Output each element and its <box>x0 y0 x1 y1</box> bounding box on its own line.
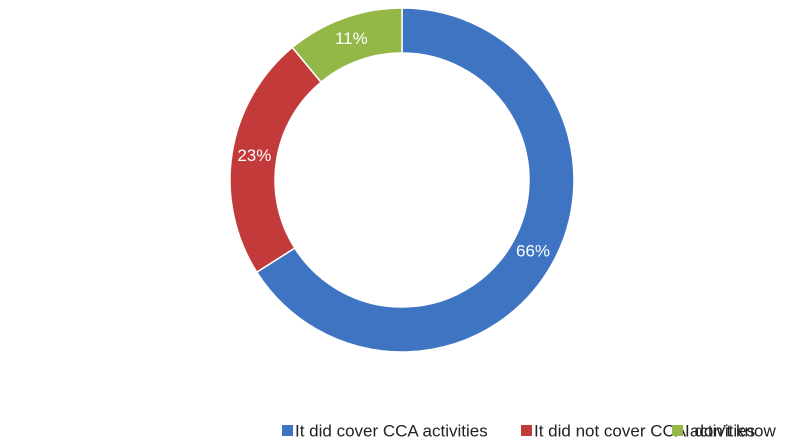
data-label: 23% <box>237 146 271 165</box>
legend-swatch <box>521 425 532 436</box>
legend-swatch <box>672 425 683 436</box>
legend-label: I don’t know <box>685 421 776 440</box>
data-label: 11% <box>335 29 368 48</box>
data-label: 66% <box>516 242 550 261</box>
donut-segment <box>291 7 403 84</box>
legend-label: It did cover CCA activities <box>295 421 488 440</box>
donut-segment <box>255 7 575 353</box>
legend-swatch <box>282 425 293 436</box>
legend-label: It did not cover CCA activities <box>534 421 755 440</box>
